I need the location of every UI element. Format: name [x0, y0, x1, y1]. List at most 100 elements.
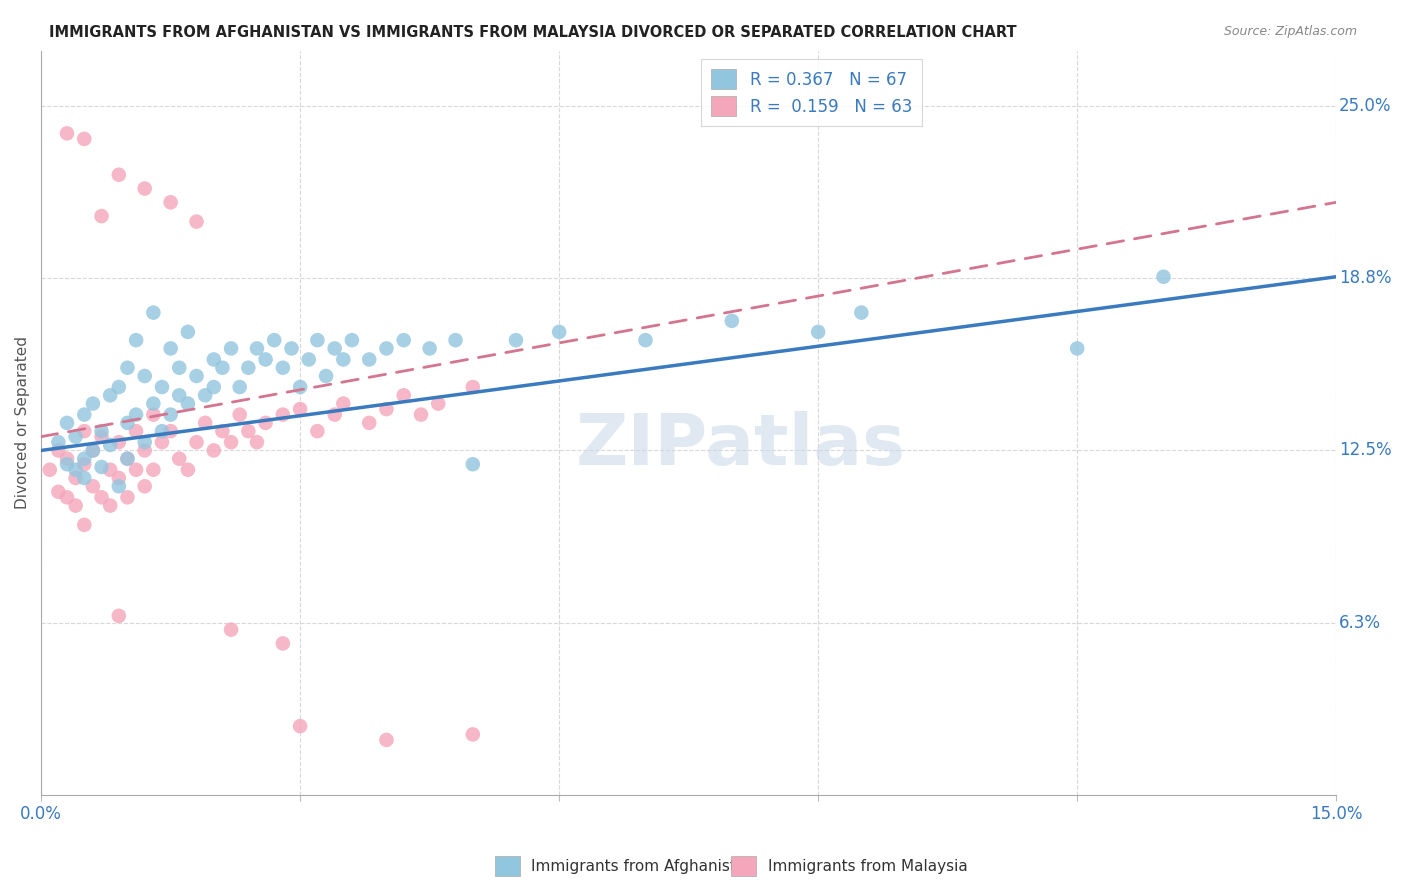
Point — [634, 333, 657, 347]
Point — [238, 424, 260, 438]
Point — [90, 209, 112, 223]
Point — [48, 443, 70, 458]
Point — [186, 435, 208, 450]
Point — [117, 360, 139, 375]
Point — [409, 408, 432, 422]
Point — [238, 360, 260, 375]
Point — [246, 342, 269, 356]
Point — [186, 369, 208, 384]
Point — [134, 181, 156, 195]
Point — [65, 471, 87, 485]
Point — [142, 408, 165, 422]
Point — [73, 424, 96, 438]
Point — [38, 463, 60, 477]
Point — [108, 471, 131, 485]
Point — [461, 457, 484, 471]
Point — [159, 424, 181, 438]
Point — [117, 491, 139, 505]
Point — [73, 457, 96, 471]
Text: 25.0%: 25.0% — [1339, 97, 1392, 115]
Point — [359, 352, 381, 367]
Point — [73, 451, 96, 466]
Point — [332, 396, 354, 410]
Point — [271, 360, 294, 375]
Point — [150, 424, 173, 438]
Point — [98, 499, 121, 513]
Point — [211, 360, 233, 375]
Point — [548, 325, 571, 339]
Text: ZIPatlas: ZIPatlas — [575, 410, 905, 480]
Point — [375, 342, 398, 356]
Point — [134, 443, 156, 458]
Point — [427, 396, 450, 410]
Point — [98, 463, 121, 477]
Text: 12.5%: 12.5% — [1339, 442, 1392, 459]
Point — [73, 408, 96, 422]
Point — [108, 435, 131, 450]
Point — [315, 369, 337, 384]
Text: Source: ZipAtlas.com: Source: ZipAtlas.com — [1223, 25, 1357, 38]
Point — [194, 416, 217, 430]
Point — [142, 463, 165, 477]
Point — [375, 733, 398, 747]
Point — [108, 479, 131, 493]
Point — [419, 342, 441, 356]
Point — [73, 132, 96, 146]
Point — [117, 451, 139, 466]
Point — [65, 463, 87, 477]
Point — [159, 342, 181, 356]
Point — [98, 388, 121, 402]
Point — [332, 352, 354, 367]
Point — [375, 402, 398, 417]
Point — [125, 424, 148, 438]
Point — [505, 333, 527, 347]
Point — [167, 360, 190, 375]
Point — [48, 484, 70, 499]
Point — [298, 352, 321, 367]
Point — [219, 435, 242, 450]
Point — [125, 333, 148, 347]
Point — [150, 435, 173, 450]
Y-axis label: Divorced or Separated: Divorced or Separated — [15, 336, 30, 509]
Point — [90, 430, 112, 444]
Point — [202, 443, 225, 458]
Text: 18.8%: 18.8% — [1339, 269, 1392, 287]
Point — [1153, 269, 1175, 284]
Text: Immigrants from Malaysia: Immigrants from Malaysia — [768, 859, 967, 873]
Point — [307, 424, 329, 438]
Legend: R = 0.367   N = 67, R =  0.159   N = 63: R = 0.367 N = 67, R = 0.159 N = 63 — [702, 59, 922, 127]
Point — [108, 168, 131, 182]
Point — [271, 408, 294, 422]
Point — [134, 369, 156, 384]
Point — [56, 416, 79, 430]
Point — [271, 636, 294, 650]
Point — [359, 416, 381, 430]
Point — [73, 517, 96, 532]
Point — [392, 388, 415, 402]
Point — [65, 499, 87, 513]
Point — [108, 608, 131, 623]
Point — [134, 479, 156, 493]
Point — [159, 408, 181, 422]
Point — [125, 408, 148, 422]
Point — [228, 380, 250, 394]
Point — [307, 333, 329, 347]
Point — [167, 451, 190, 466]
Point — [177, 396, 200, 410]
Point — [323, 408, 346, 422]
Point — [82, 443, 104, 458]
Text: Immigrants from Afghanistan: Immigrants from Afghanistan — [531, 859, 755, 873]
Point — [288, 380, 311, 394]
Text: 6.3%: 6.3% — [1339, 614, 1381, 632]
Point — [340, 333, 363, 347]
Point — [82, 479, 104, 493]
Point — [98, 438, 121, 452]
Point — [48, 435, 70, 450]
Point — [211, 424, 233, 438]
Point — [142, 396, 165, 410]
Point — [82, 396, 104, 410]
Point — [186, 214, 208, 228]
Point — [392, 333, 415, 347]
Point — [65, 430, 87, 444]
Point — [720, 314, 742, 328]
